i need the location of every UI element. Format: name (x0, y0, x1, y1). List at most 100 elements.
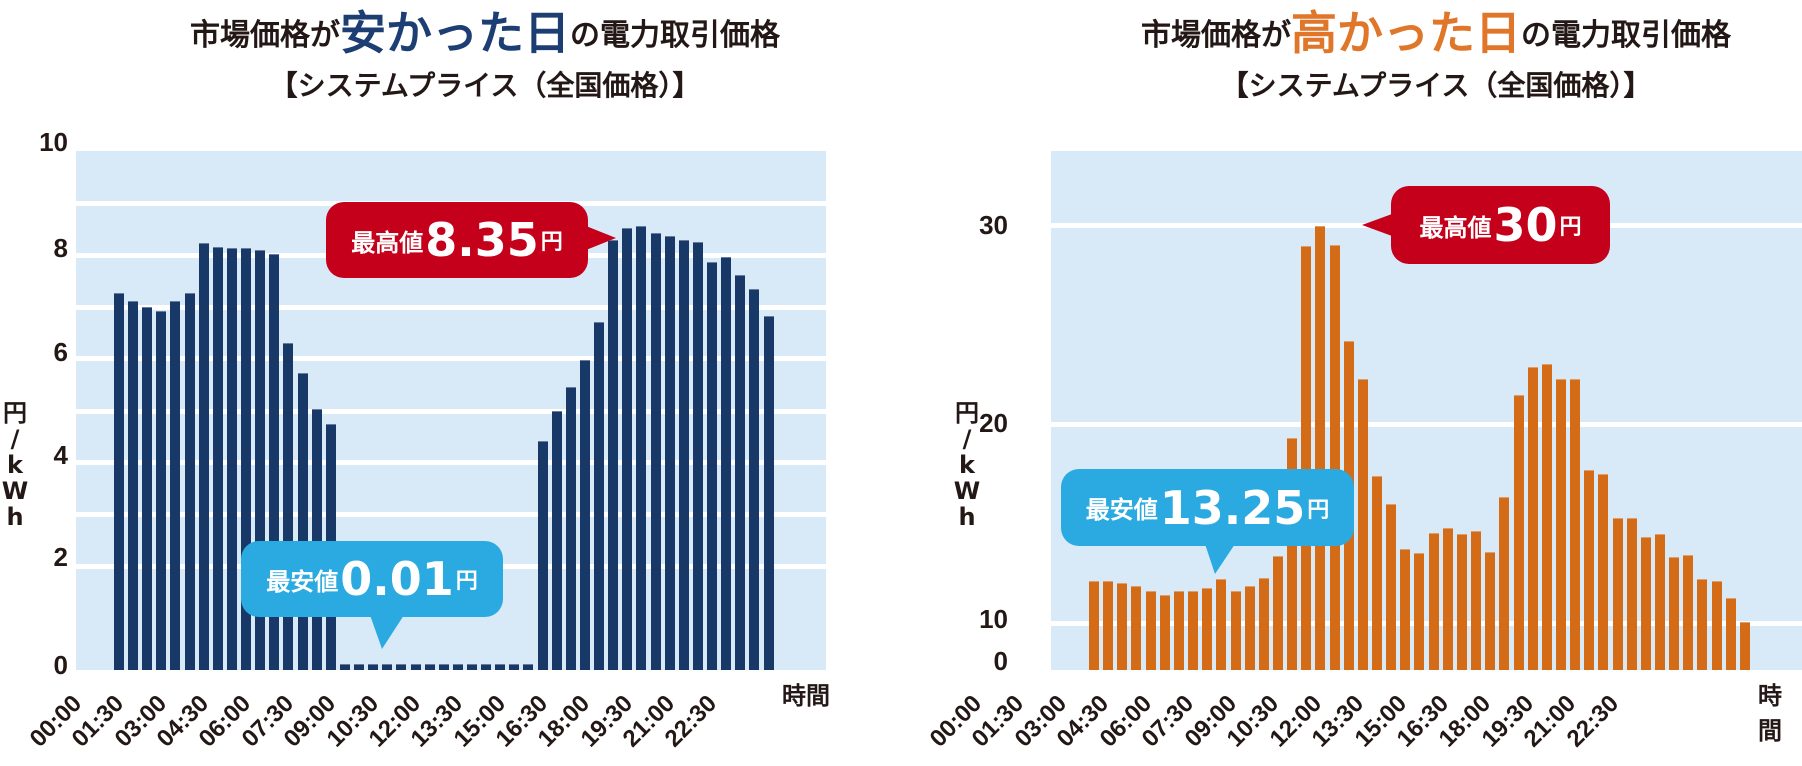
chart-title: 市場価格が安かった日の電力取引価格 (40, 6, 930, 63)
bar (1301, 246, 1312, 670)
bar (1230, 591, 1241, 670)
bar (664, 236, 675, 670)
bar (692, 241, 703, 670)
bar (1216, 578, 1227, 670)
bar (1598, 474, 1609, 670)
y-unit-char: k (7, 451, 23, 479)
bar (1272, 555, 1283, 670)
bar (523, 664, 534, 670)
bar (1357, 379, 1368, 670)
bar (1329, 245, 1340, 670)
y-unit-char: W (1, 477, 29, 505)
bar (354, 664, 365, 670)
bar (678, 240, 689, 670)
min-price-bubble: 最安値 0.01 円 (241, 541, 503, 617)
bar (1442, 527, 1453, 670)
min-price-bubble: 最安値 13.25 円 (1061, 469, 1354, 546)
bar (382, 664, 393, 670)
bar (1697, 579, 1708, 670)
y-tick-label: 20 (979, 408, 1008, 438)
bar (537, 441, 548, 670)
high-price-day-chart: 市場価格が高かった日の電力取引価格 【システムプライス（全国価格）】 30 20… (900, 0, 1802, 753)
bar (1400, 548, 1411, 670)
bar (283, 342, 294, 670)
bar (226, 248, 237, 670)
bar (339, 664, 350, 670)
y-unit-char: k (959, 451, 975, 479)
bar (1103, 581, 1114, 670)
bar (1287, 438, 1298, 670)
grid-line (76, 305, 826, 310)
bar (1711, 580, 1722, 670)
title-prefix: 市場価格が (1141, 18, 1291, 53)
bar (495, 664, 506, 670)
bar (1669, 557, 1680, 670)
bar (1555, 379, 1566, 670)
y-unit-char: W (953, 477, 981, 505)
bar (1145, 591, 1156, 670)
bar (128, 300, 139, 670)
min-bubble-tail (1205, 544, 1235, 574)
chart-subtitle: 【システムプライス（全国価格）】 (1220, 69, 1652, 102)
bar (1188, 590, 1199, 670)
x-axis-unit: 時間 (782, 682, 830, 710)
bar (1456, 534, 1467, 670)
max-price-bubble: 最高値 8.35 円 (326, 202, 588, 278)
chart-title: 市場価格が高かった日の電力取引価格 (990, 6, 1802, 63)
bubble-unit: 円 (455, 569, 478, 594)
max-bubble-tail (586, 226, 616, 250)
bubble-unit: 円 (1307, 497, 1330, 523)
bubble-label: 最安値 (1085, 496, 1158, 524)
grid-line (76, 409, 826, 414)
y-tick-label: 10 (39, 127, 68, 157)
y-tick-label: 6 (53, 337, 68, 367)
min-bubble-tail (370, 615, 404, 649)
bar (114, 293, 124, 670)
bar (1428, 533, 1439, 670)
title-prefix: 市場価格が (190, 18, 340, 53)
bubble-value: 8.35 (425, 213, 539, 267)
title-suffix: の電力取引価格 (570, 18, 780, 53)
y-unit-char: / (962, 425, 972, 453)
bar (156, 310, 167, 670)
bar (1414, 553, 1425, 670)
bar (1471, 530, 1482, 670)
y-tick-label: 0 (53, 650, 68, 680)
bubble-value: 30 (1493, 198, 1558, 252)
bar (452, 664, 463, 670)
bar (1725, 598, 1736, 670)
bar (410, 664, 421, 670)
bar (1640, 537, 1651, 670)
title-suffix: の電力取引価格 (1521, 18, 1731, 53)
bar (1131, 586, 1142, 670)
y-tick-label: 4 (53, 440, 68, 470)
bubble-unit: 円 (540, 230, 563, 255)
bubble-label: 最安値 (266, 567, 339, 596)
bar (1117, 583, 1128, 670)
bar (467, 664, 477, 670)
bar (481, 664, 492, 670)
bar (551, 410, 562, 670)
y-unit-char: / (10, 425, 20, 453)
bar (749, 289, 760, 670)
grid-line (76, 460, 826, 465)
chart-subtitle: 【システムプライス（全国価格）】 (269, 69, 701, 102)
y-tick-label: 8 (53, 233, 68, 263)
grid-line (76, 512, 826, 517)
bar (438, 664, 449, 670)
bar (1258, 577, 1269, 670)
max-bubble-tail (1362, 214, 1392, 236)
bar (241, 248, 252, 670)
grid-line (76, 356, 826, 361)
bar (368, 664, 379, 670)
bar (579, 359, 590, 670)
y-tick-label: 2 (53, 542, 68, 572)
y-tick-label: 30 (979, 210, 1008, 240)
bar (170, 301, 181, 670)
bar (608, 240, 619, 670)
grid-line (1051, 621, 1802, 626)
bar (1244, 585, 1255, 670)
bar (509, 664, 520, 670)
